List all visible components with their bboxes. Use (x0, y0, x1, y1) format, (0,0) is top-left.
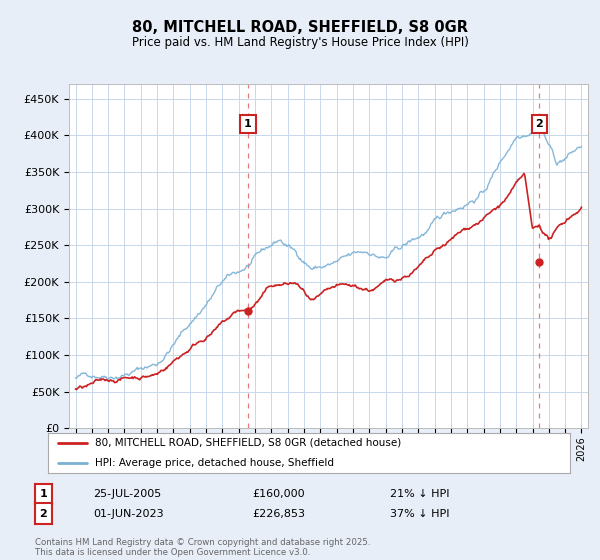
Text: 2: 2 (535, 119, 543, 129)
Text: 37% ↓ HPI: 37% ↓ HPI (390, 508, 449, 519)
Text: 01-JUN-2023: 01-JUN-2023 (93, 508, 164, 519)
Text: 80, MITCHELL ROAD, SHEFFIELD, S8 0GR: 80, MITCHELL ROAD, SHEFFIELD, S8 0GR (132, 20, 468, 35)
Text: 1: 1 (40, 489, 47, 499)
Text: £226,853: £226,853 (252, 508, 305, 519)
Text: £160,000: £160,000 (252, 489, 305, 499)
Text: 21% ↓ HPI: 21% ↓ HPI (390, 489, 449, 499)
Text: Contains HM Land Registry data © Crown copyright and database right 2025.
This d: Contains HM Land Registry data © Crown c… (35, 538, 370, 557)
Text: 2: 2 (40, 508, 47, 519)
Text: 1: 1 (244, 119, 252, 129)
Text: HPI: Average price, detached house, Sheffield: HPI: Average price, detached house, Shef… (95, 458, 334, 468)
Text: 25-JUL-2005: 25-JUL-2005 (93, 489, 161, 499)
Text: 80, MITCHELL ROAD, SHEFFIELD, S8 0GR (detached house): 80, MITCHELL ROAD, SHEFFIELD, S8 0GR (de… (95, 438, 401, 448)
Text: Price paid vs. HM Land Registry's House Price Index (HPI): Price paid vs. HM Land Registry's House … (131, 36, 469, 49)
